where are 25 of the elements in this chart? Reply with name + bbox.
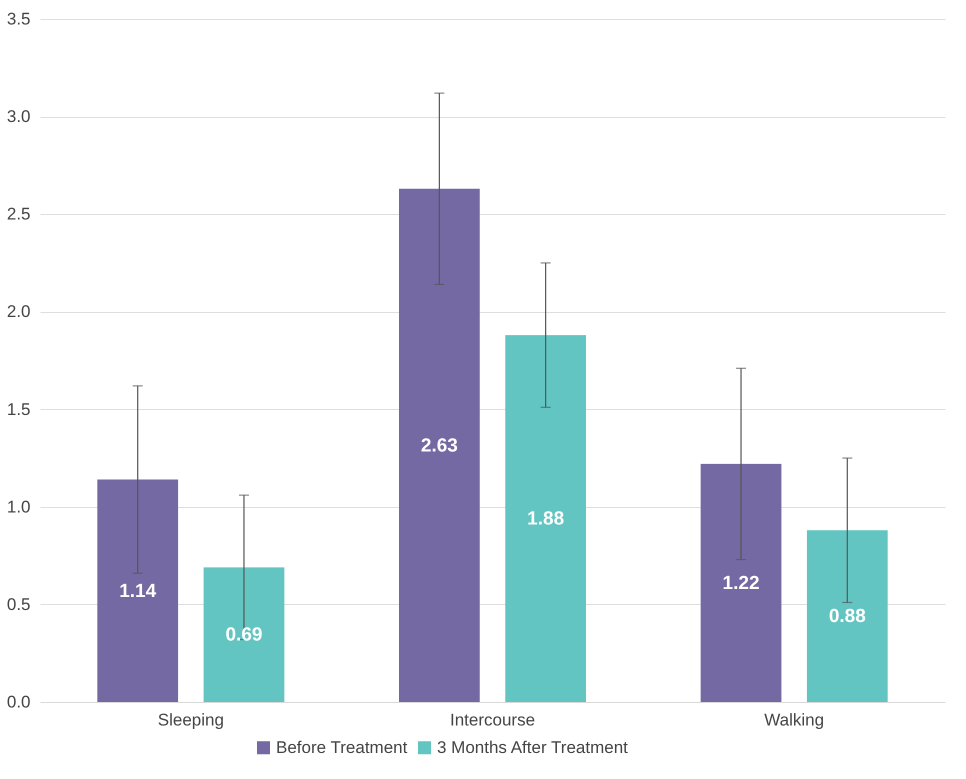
data-label: 0.69 (225, 624, 262, 646)
y-tick-label: 2.0 (6, 302, 30, 322)
y-tick-label: 2.5 (6, 204, 30, 224)
data-label: 2.63 (420, 435, 458, 456)
y-tick-label: 3.0 (6, 107, 30, 126)
y-tick-label: 0.0 (6, 692, 30, 712)
bar (806, 530, 888, 702)
y-tick-label: 0.5 (6, 594, 30, 614)
y-tick-label: 1.0 (6, 497, 30, 516)
bar (505, 335, 586, 702)
data-label: 0.88 (828, 606, 866, 628)
y-tick-label: 3.5 (6, 10, 30, 28)
data-label: 1.14 (119, 580, 157, 602)
legend-label: Before Treatment (276, 738, 408, 757)
legend-label: 3 Months After Treatment (437, 738, 628, 757)
data-label: 1.88 (527, 508, 564, 530)
x-tick-label: Intercourse (450, 710, 536, 730)
bar (398, 188, 480, 702)
data-label: 1.22 (722, 572, 760, 594)
bar (700, 464, 782, 702)
x-tick-label: Walking (764, 710, 824, 730)
bar (204, 567, 284, 702)
x-tick-label: Sleeping (158, 710, 224, 730)
bar (97, 480, 178, 702)
y-tick-label: 1.5 (6, 400, 30, 419)
